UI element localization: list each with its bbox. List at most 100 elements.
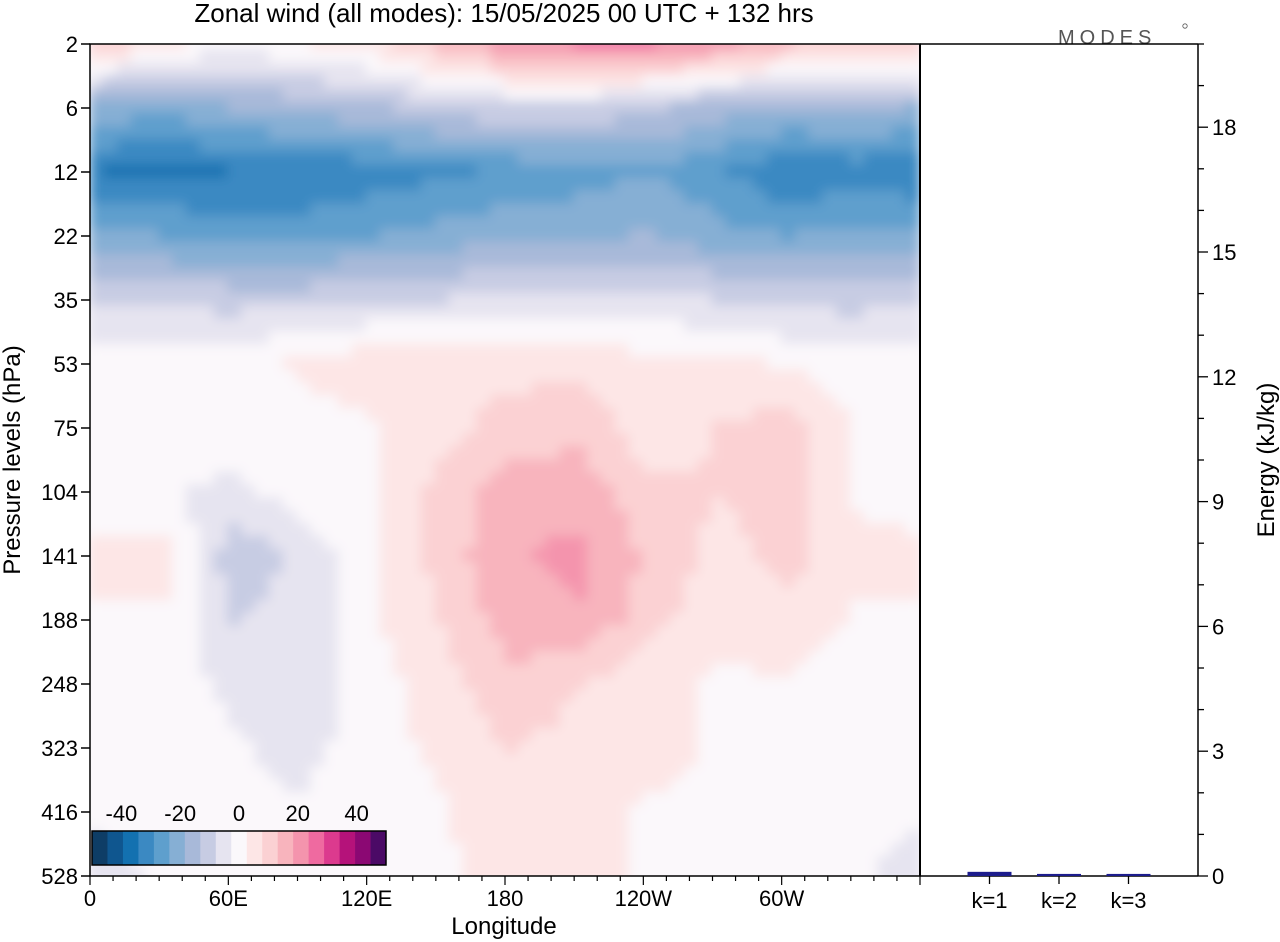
heatmap-cell (338, 318, 354, 333)
heatmap-cell (711, 228, 728, 244)
heatmap-cell (172, 663, 188, 679)
heatmap-cell (448, 868, 465, 876)
heatmap-cell (268, 75, 285, 90)
heatmap-cell (434, 740, 451, 756)
heatmap-cell (863, 433, 880, 449)
heatmap-cell (241, 535, 257, 551)
heatmap-cell (255, 779, 271, 794)
heatmap-cell (573, 459, 589, 474)
heatmap-cell (338, 215, 354, 231)
heatmap-cell (739, 446, 755, 461)
heatmap-cell (600, 433, 617, 449)
heatmap-cell (753, 612, 769, 628)
heatmap-cell (863, 343, 880, 359)
heatmap-cell (130, 113, 147, 129)
heatmap-cell (268, 241, 285, 257)
heatmap-cell (628, 638, 645, 653)
x-axis-label: Longitude (451, 913, 556, 940)
heatmap-cell (338, 87, 354, 103)
heatmap-cell (642, 804, 659, 820)
heatmap-cell (753, 228, 769, 244)
heatmap-cell (490, 689, 506, 705)
heatmap-cell (891, 254, 908, 269)
heatmap-cell (628, 331, 645, 346)
heatmap-cell (421, 574, 437, 589)
heatmap-cell (573, 599, 589, 615)
heatmap-cell (90, 804, 105, 820)
heatmap-cell (365, 740, 382, 756)
heatmap-cell (642, 561, 659, 577)
heatmap-cell (863, 420, 880, 436)
heatmap-cell (490, 356, 506, 372)
heatmap-cell (90, 318, 105, 333)
heatmap-cell (600, 87, 617, 103)
heatmap-cell (130, 612, 147, 628)
heatmap-cell (877, 459, 894, 474)
heatmap-cell (753, 177, 769, 193)
heatmap-cell (130, 395, 147, 410)
heatmap-cell (462, 279, 479, 295)
heatmap-cell (600, 753, 617, 769)
heatmap-cell (241, 766, 257, 781)
heatmap-cell (476, 587, 493, 602)
heatmap-cell (670, 484, 686, 500)
heatmap-cell (421, 727, 437, 743)
heatmap-cell (282, 190, 299, 205)
heatmap-cell (587, 587, 603, 602)
heatmap-cell (379, 369, 396, 385)
heatmap-cell (407, 663, 423, 679)
heatmap-cell (504, 561, 520, 577)
heatmap-cell (199, 638, 216, 653)
heatmap-cell (102, 49, 119, 65)
heatmap-cell (393, 817, 410, 833)
heatmap-cell (780, 548, 797, 564)
heatmap-cell (185, 663, 202, 679)
heatmap-cell (849, 395, 866, 410)
heatmap-cell (476, 830, 493, 845)
heatmap-cell (531, 843, 548, 858)
heatmap-cell (116, 433, 133, 449)
heatmap-cell (531, 791, 548, 807)
heatmap-cell (780, 868, 797, 876)
colorbar-swatch (324, 831, 340, 865)
heatmap-cell (600, 676, 617, 692)
heatmap-cell (531, 766, 548, 781)
heatmap-cell (753, 151, 769, 167)
heatmap-cell (130, 638, 147, 653)
heatmap-cell (90, 151, 105, 167)
heatmap-cell (310, 356, 327, 372)
heatmap-cell (365, 420, 382, 436)
heatmap-cell (199, 126, 216, 141)
heatmap-cell (310, 779, 327, 794)
heatmap-cell (504, 446, 520, 461)
heatmap-cell (130, 804, 147, 820)
heatmap-cell (559, 395, 576, 410)
colorbar-swatch (308, 831, 325, 865)
heatmap-cell (587, 612, 603, 628)
heatmap-cell (268, 164, 285, 180)
heatmap-cell (421, 855, 437, 871)
heatmap-cell (656, 267, 672, 282)
heatmap-cell (462, 318, 479, 333)
heatmap-cell (628, 228, 645, 244)
heatmap-cell (213, 574, 230, 589)
heatmap-cell (517, 203, 534, 218)
heatmap-cell (697, 868, 714, 876)
heatmap-cell (282, 62, 299, 77)
heatmap-cell (697, 75, 714, 90)
heatmap-cell (573, 753, 589, 769)
heatmap-cell (849, 766, 866, 781)
heatmap-cell (780, 151, 797, 167)
heatmap-cell (808, 484, 825, 500)
heatmap-cell (697, 599, 714, 615)
heatmap-cell (573, 254, 589, 269)
heatmap-cell (504, 382, 520, 397)
heatmap-cell (130, 100, 147, 116)
heatmap-cell (365, 651, 382, 666)
heatmap-cell (905, 855, 920, 871)
heatmap-cell (116, 228, 133, 244)
heatmap-cell (836, 868, 852, 876)
heatmap-cell (310, 62, 327, 77)
heatmap-cell (697, 651, 714, 666)
heatmap-cell (462, 625, 479, 641)
